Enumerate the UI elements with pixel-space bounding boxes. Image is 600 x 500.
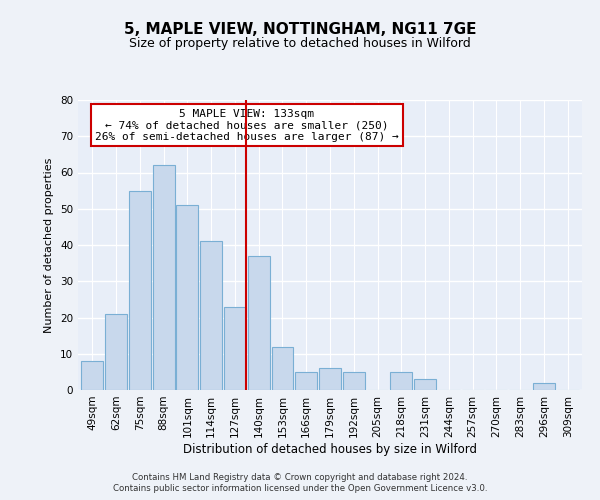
Bar xyxy=(176,205,198,390)
Bar xyxy=(533,383,555,390)
X-axis label: Distribution of detached houses by size in Wilford: Distribution of detached houses by size … xyxy=(183,442,477,456)
Text: Size of property relative to detached houses in Wilford: Size of property relative to detached ho… xyxy=(129,38,471,51)
Text: 5, MAPLE VIEW, NOTTINGHAM, NG11 7GE: 5, MAPLE VIEW, NOTTINGHAM, NG11 7GE xyxy=(124,22,476,38)
Bar xyxy=(391,372,412,390)
Bar xyxy=(224,306,246,390)
Y-axis label: Number of detached properties: Number of detached properties xyxy=(44,158,55,332)
Text: Contains public sector information licensed under the Open Government Licence v3: Contains public sector information licen… xyxy=(113,484,487,493)
Bar xyxy=(248,256,269,390)
Bar xyxy=(414,379,436,390)
Bar xyxy=(295,372,317,390)
Bar xyxy=(272,346,293,390)
Bar xyxy=(200,242,222,390)
Bar xyxy=(152,165,175,390)
Bar xyxy=(129,190,151,390)
Text: Contains HM Land Registry data © Crown copyright and database right 2024.: Contains HM Land Registry data © Crown c… xyxy=(132,472,468,482)
Bar xyxy=(343,372,365,390)
Bar xyxy=(82,361,103,390)
Bar xyxy=(105,314,127,390)
Text: 5 MAPLE VIEW: 133sqm
← 74% of detached houses are smaller (250)
26% of semi-deta: 5 MAPLE VIEW: 133sqm ← 74% of detached h… xyxy=(95,108,399,142)
Bar xyxy=(319,368,341,390)
